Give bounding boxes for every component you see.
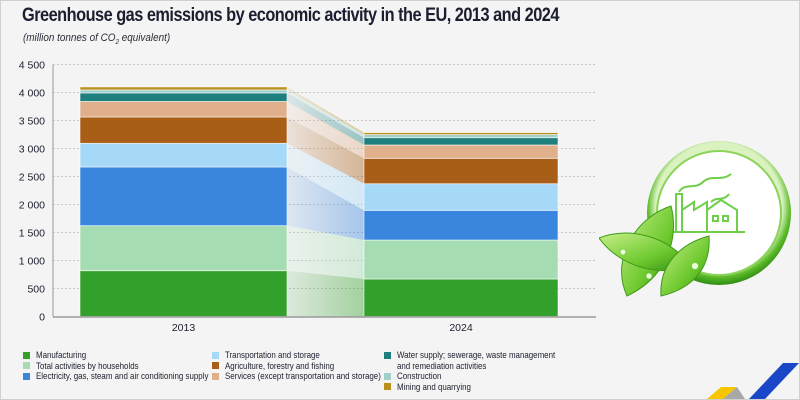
connector-band bbox=[287, 101, 364, 159]
bar-segment bbox=[363, 134, 559, 139]
legend-label: Electricity, gas, steam and air conditio… bbox=[36, 371, 209, 381]
x-tick-label: 2013 bbox=[172, 322, 196, 334]
y-tick-label: 3 000 bbox=[19, 144, 45, 156]
bars bbox=[79, 86, 559, 317]
x-tick-label: 2024 bbox=[449, 322, 473, 334]
bar-segment bbox=[79, 86, 288, 91]
eco-factory-leaves-icon bbox=[598, 126, 799, 316]
legend-label: Manufacturing bbox=[36, 350, 87, 360]
legend-swatch bbox=[23, 351, 30, 359]
connector-band bbox=[287, 270, 364, 317]
legend-swatch bbox=[384, 351, 391, 359]
connector-band bbox=[287, 89, 364, 138]
legend-swatch bbox=[23, 372, 30, 380]
legend-item: Total activities by households bbox=[23, 361, 153, 372]
bar-segment bbox=[363, 239, 559, 280]
bar-segment bbox=[79, 89, 288, 94]
bar-segment bbox=[79, 142, 288, 168]
legend-item: Agriculture, forestry and fishing bbox=[212, 361, 349, 372]
legend-item: Transportation and storage bbox=[212, 350, 333, 361]
bar-segment bbox=[363, 144, 559, 159]
y-tick-label: 4 000 bbox=[19, 88, 45, 100]
connector-band bbox=[287, 92, 364, 145]
connector-band bbox=[287, 225, 364, 279]
chart-title: Greenhouse gas emissions by economic act… bbox=[22, 5, 559, 26]
legend-swatch bbox=[384, 383, 391, 390]
legend-swatch bbox=[212, 362, 219, 369]
bar-segment bbox=[79, 270, 288, 317]
y-tick-label: 2 000 bbox=[19, 200, 45, 212]
subtitle-prefix: (million tonnes of CO bbox=[23, 32, 116, 44]
connector-band bbox=[287, 116, 364, 184]
chart-subtitle: (million tonnes of CO2 equivalent) bbox=[23, 32, 170, 46]
subtitle-suffix: equivalent) bbox=[118, 32, 171, 44]
legend-item: Services (except transportation and stor… bbox=[212, 371, 402, 382]
legend: Manufacturing Total activities by househo… bbox=[23, 350, 583, 396]
y-tick-label: 3 500 bbox=[19, 116, 45, 128]
legend-swatch bbox=[23, 362, 30, 369]
legend-item: Electricity, gas, steam and air conditio… bbox=[23, 371, 232, 382]
y-tick-label: 500 bbox=[27, 284, 45, 296]
axes bbox=[52, 64, 596, 318]
connector-bands bbox=[287, 86, 364, 317]
legend-item: Construction bbox=[384, 371, 448, 382]
connector-band bbox=[287, 166, 364, 241]
bar-segment bbox=[363, 137, 559, 146]
legend-swatch bbox=[212, 351, 219, 359]
legend-label: Agriculture, forestry and fishing bbox=[225, 360, 335, 371]
legend-item: Mining and quarrying bbox=[384, 382, 481, 393]
y-tick-labels: 0 500 1 000 1 500 2 000 2 500 3 000 3 500 4 000 4… bbox=[19, 60, 45, 324]
legend-label: Mining and quarrying bbox=[397, 381, 471, 392]
brand-stripes-logo bbox=[679, 339, 799, 399]
legend-item: Manufacturing bbox=[23, 350, 93, 361]
bar-segment bbox=[79, 166, 288, 227]
y-tick-label: 4 500 bbox=[19, 60, 45, 72]
bar-segment bbox=[363, 278, 559, 317]
subtitle-subscript: 2 bbox=[115, 39, 119, 47]
bar-segment bbox=[363, 183, 559, 211]
bar-segment bbox=[363, 132, 559, 136]
y-tick-label: 0 bbox=[39, 312, 45, 324]
legend-swatch bbox=[384, 372, 391, 380]
y-tick-label: 1 000 bbox=[19, 256, 45, 268]
bar-segment bbox=[363, 157, 559, 185]
legend-item: Water supply; sewerage, waste management… bbox=[384, 350, 577, 371]
connector-band bbox=[287, 86, 364, 135]
bar-segment bbox=[363, 209, 559, 241]
legend-label: Total activities by households bbox=[36, 360, 139, 371]
y-tick-label: 2 500 bbox=[19, 172, 45, 184]
bar-segment bbox=[79, 101, 288, 118]
x-tick-labels: 2013 2024 bbox=[172, 322, 473, 334]
legend-label: Construction bbox=[397, 371, 442, 381]
legend-label: Services (except transportation and stor… bbox=[225, 371, 381, 381]
bar-segment bbox=[79, 225, 288, 272]
y-tick-label: 1 500 bbox=[19, 228, 45, 240]
connector-band bbox=[287, 143, 364, 211]
legend-swatch bbox=[212, 372, 219, 380]
legend-label: Transportation and storage bbox=[225, 350, 320, 360]
bar-segment bbox=[79, 92, 288, 102]
bar-segment bbox=[79, 116, 288, 144]
legend-label: Water supply; sewerage, waste management… bbox=[397, 350, 556, 371]
